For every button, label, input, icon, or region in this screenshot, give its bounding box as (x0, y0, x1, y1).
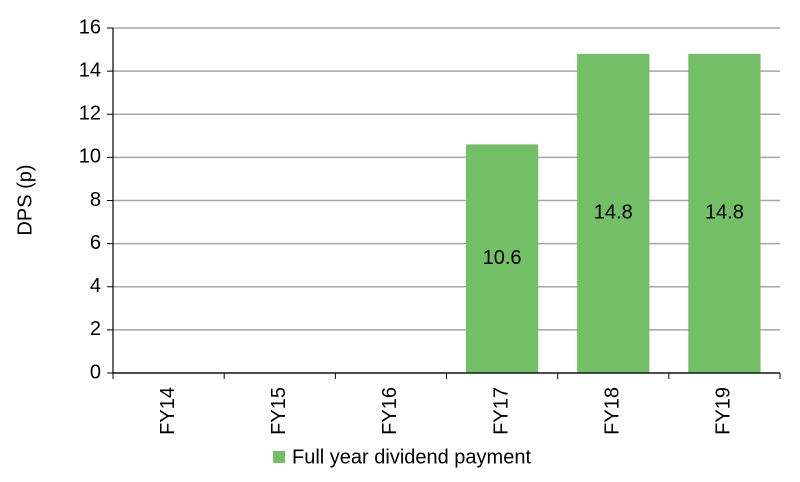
bar (465, 144, 539, 373)
y-tick-label: 0 (90, 361, 101, 383)
legend-swatch (273, 451, 285, 463)
x-tick-label: FY14 (157, 387, 179, 435)
x-tick-label: FY18 (602, 387, 624, 435)
y-tick-label: 14 (79, 59, 101, 81)
x-tick-label: FY17 (490, 387, 512, 435)
y-axis-label: DPS (p) (14, 164, 36, 235)
y-tick-label: 8 (90, 189, 101, 211)
y-tick-label: 6 (90, 232, 101, 254)
x-tick-label: FY15 (268, 387, 290, 435)
y-tick-label: 12 (79, 103, 101, 125)
y-tick-label: 2 (90, 318, 101, 340)
bar (688, 53, 761, 373)
y-tick-label: 16 (79, 16, 101, 38)
bar (577, 53, 650, 373)
data-label: 14.8 (705, 202, 744, 224)
data-label: 14.8 (594, 202, 633, 224)
x-tick-label: FY19 (713, 387, 735, 435)
legend-label: Full year dividend payment (292, 446, 531, 468)
x-tick-label: FY16 (379, 387, 401, 435)
y-tick-label: 4 (90, 275, 101, 297)
data-label: 10.6 (483, 247, 522, 269)
y-tick-label: 10 (79, 146, 101, 168)
